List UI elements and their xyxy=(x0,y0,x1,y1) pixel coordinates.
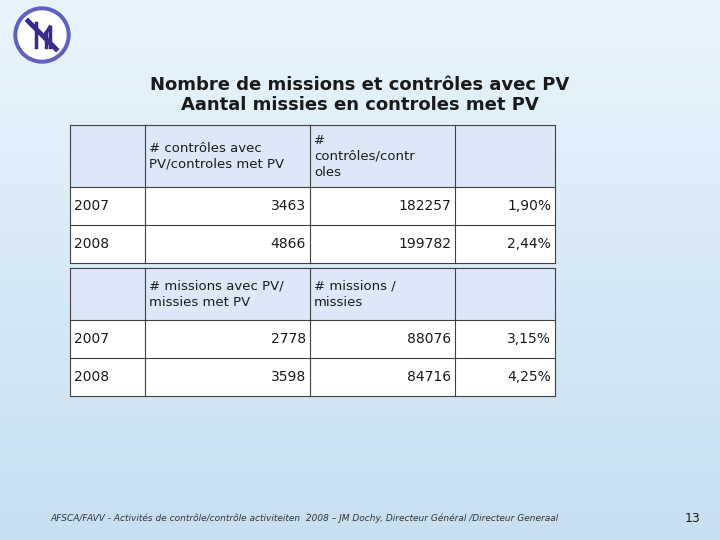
Circle shape xyxy=(18,11,66,59)
Text: 182257: 182257 xyxy=(398,199,451,213)
Text: 2008: 2008 xyxy=(74,237,109,251)
Text: 2778: 2778 xyxy=(271,332,306,346)
Text: 2008: 2008 xyxy=(74,370,109,384)
Text: AFSCA/FAVV - Activités de contrôle/contrôle activiteiten  2008 – JM Dochy, Direc: AFSCA/FAVV - Activités de contrôle/contr… xyxy=(50,513,558,523)
FancyBboxPatch shape xyxy=(70,358,555,396)
FancyBboxPatch shape xyxy=(70,320,555,358)
Text: 4866: 4866 xyxy=(271,237,306,251)
FancyBboxPatch shape xyxy=(70,225,555,263)
Text: 3,15%: 3,15% xyxy=(507,332,551,346)
FancyBboxPatch shape xyxy=(70,125,555,187)
Text: # contrôles avec
PV/controles met PV: # contrôles avec PV/controles met PV xyxy=(149,141,284,171)
Text: 199782: 199782 xyxy=(398,237,451,251)
Text: Nombre de missions et contrôles avec PV: Nombre de missions et contrôles avec PV xyxy=(150,76,570,94)
Text: 4,25%: 4,25% xyxy=(508,370,551,384)
FancyBboxPatch shape xyxy=(70,187,555,225)
Text: 1,90%: 1,90% xyxy=(507,199,551,213)
Text: #
contrôles/contr
oles: # contrôles/contr oles xyxy=(314,133,415,179)
Text: # missions avec PV/
missies met PV: # missions avec PV/ missies met PV xyxy=(149,280,284,308)
Text: 84716: 84716 xyxy=(407,370,451,384)
FancyBboxPatch shape xyxy=(70,268,555,320)
Circle shape xyxy=(14,7,70,63)
Text: 2007: 2007 xyxy=(74,332,109,346)
Text: 88076: 88076 xyxy=(407,332,451,346)
Text: Aantal missies en controles met PV: Aantal missies en controles met PV xyxy=(181,96,539,114)
Text: # missions /
missies: # missions / missies xyxy=(314,280,396,308)
Text: 2,44%: 2,44% xyxy=(508,237,551,251)
Text: 2007: 2007 xyxy=(74,199,109,213)
Text: 3463: 3463 xyxy=(271,199,306,213)
Text: 3598: 3598 xyxy=(271,370,306,384)
Text: 13: 13 xyxy=(684,511,700,524)
